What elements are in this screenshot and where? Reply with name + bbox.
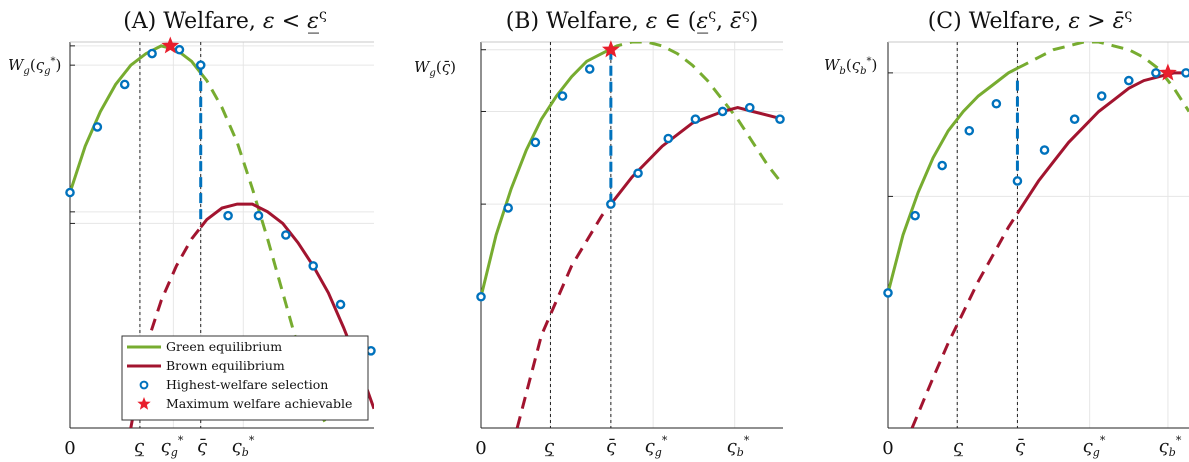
- selection-marker: [476, 291, 486, 302]
- panel-a-xticks: 0 ς̲ ςg* ς̄ ςb*: [64, 434, 255, 459]
- max-welfare-star: [161, 36, 180, 54]
- xtick-label: ς̲: [544, 436, 555, 457]
- selection-marker: [147, 48, 157, 59]
- selection-marker: [717, 106, 728, 117]
- grid: [480, 42, 783, 428]
- panel-c-xticks: 0 ς̲ ς̄ ςg* ςb*: [882, 434, 1182, 459]
- selection-marker: [744, 102, 755, 113]
- panel-c: [883, 41, 1189, 429]
- selection-marker: [281, 230, 291, 240]
- selection-marker: [663, 133, 674, 144]
- selection-marker: [308, 261, 319, 271]
- selection-marker: [910, 210, 920, 221]
- selection-marker: [584, 64, 595, 74]
- brown-equilibrium-curve-dashed: [910, 212, 1019, 428]
- panel-a-ylabel: Wg(ςg*): [8, 56, 61, 77]
- xtick-label: ςg*: [161, 434, 184, 459]
- selection-marker: [195, 60, 206, 70]
- xtick-label: ςg*: [645, 434, 668, 459]
- selection-marker: [174, 44, 185, 55]
- panel-a-title: (A) Welfare, ε < ε̲ς: [123, 7, 327, 34]
- selection-marker: [991, 98, 1002, 109]
- selection-marker: [883, 288, 893, 298]
- legend-star-label: Maximum welfare achievable: [166, 396, 352, 411]
- selection-marker: [937, 160, 947, 171]
- green-equilibrium-curve-dashed: [610, 42, 783, 186]
- selection-marker: [690, 114, 701, 124]
- xtick-label: ς̲: [953, 436, 964, 457]
- legend: Green equilibrium Brown equilibrium High…: [121, 335, 369, 421]
- brown-equilibrium-curve: [199, 202, 374, 410]
- xtick-label: ςb*: [727, 434, 750, 459]
- xtick-label: 0: [64, 438, 75, 459]
- selection-marker: [633, 168, 643, 179]
- xtick-label: ς̲: [134, 436, 145, 457]
- xtick-label: ς̄: [197, 436, 208, 457]
- panel-b-title: (B) Welfare, ε ∈ (ε̲ς, ε̄ς): [506, 7, 759, 34]
- selection-marker: [1069, 114, 1080, 124]
- selection-marker: [223, 210, 233, 221]
- green-equilibrium-curve: [888, 66, 1019, 294]
- green-equilibrium-curve: [481, 47, 612, 298]
- legend-selection-label: Highest-welfare selection: [166, 377, 328, 392]
- max-welfare-star: [1158, 63, 1177, 81]
- xtick-label: ςg*: [1083, 434, 1106, 459]
- panel-b: [476, 40, 785, 429]
- legend-green-label: Green equilibrium: [166, 339, 282, 354]
- selection-marker: [92, 122, 103, 132]
- legend-star-marker: [137, 397, 151, 410]
- selection-marker: [557, 91, 568, 101]
- legend-box: [121, 335, 369, 421]
- panel-c-title: (C) Welfare, ε > ε̄ς: [928, 7, 1133, 34]
- selection-marker: [530, 137, 541, 148]
- selection-marker: [119, 79, 130, 90]
- xtick-label: ς̄: [606, 436, 617, 457]
- selection-marker: [775, 114, 785, 124]
- green-equilibrium-curve-dashed: [1016, 42, 1189, 113]
- panel-c-ylabel: Wb(ςb*): [824, 56, 877, 77]
- selection-marker: [1124, 75, 1134, 86]
- legend-brown-label: Brown equilibrium: [166, 358, 285, 373]
- selection-marker: [964, 125, 975, 136]
- brown-equilibrium-curve-dashed: [515, 203, 613, 428]
- xtick-label: 0: [882, 438, 893, 459]
- selection-marker: [1096, 91, 1107, 101]
- selection-marker: [606, 199, 616, 209]
- green-equilibrium-curve: [70, 44, 202, 193]
- brown-equilibrium-curve: [1016, 71, 1189, 215]
- selection-marker: [335, 299, 346, 310]
- grid: [887, 42, 1189, 428]
- selection-marker: [503, 203, 513, 213]
- xtick-label: ςb*: [232, 434, 255, 459]
- legend-selection-marker: [139, 380, 149, 390]
- xtick-label: 0: [475, 438, 486, 459]
- selection-marker: [65, 187, 75, 198]
- panel-b-xticks: 0 ς̲ ς̄ ςg* ςb*: [475, 434, 750, 459]
- selection-marker: [1181, 68, 1189, 78]
- selection-marker: [1012, 176, 1023, 186]
- xtick-label: ςb*: [1159, 434, 1182, 459]
- max-welfare-star: [601, 40, 620, 58]
- selection-marker: [1151, 68, 1161, 78]
- selection-marker: [253, 210, 264, 221]
- panel-b-ylabel: Wg(ς̄): [414, 58, 456, 79]
- selection-marker: [1039, 145, 1050, 155]
- xtick-label: ς̄: [1015, 436, 1026, 457]
